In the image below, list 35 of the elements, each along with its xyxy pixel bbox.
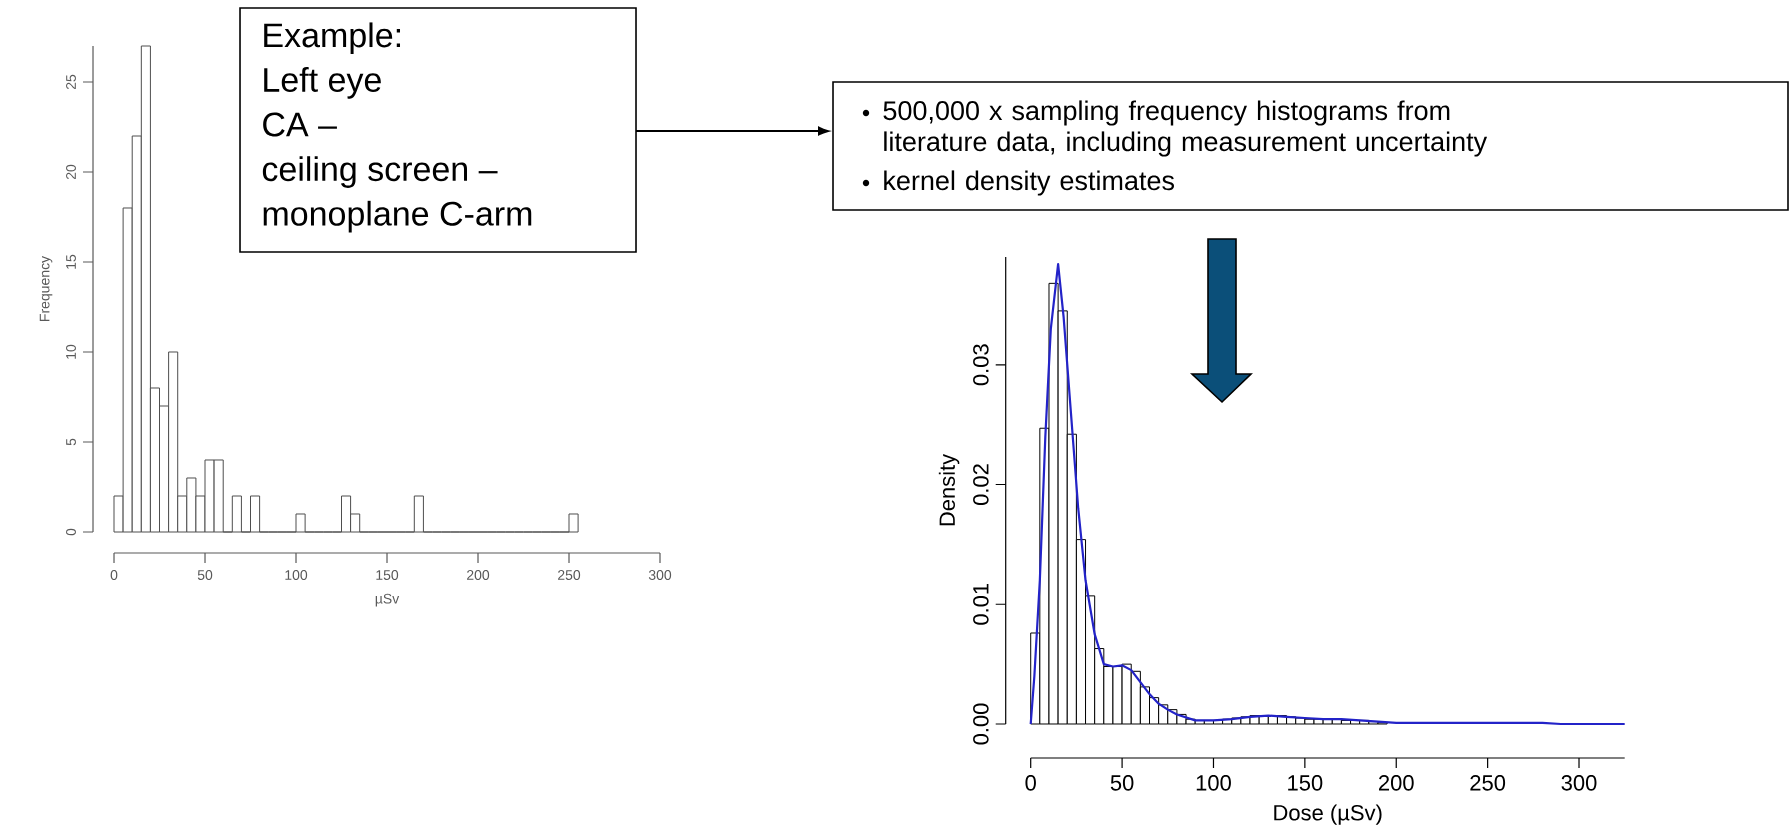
y-tick-label: 0 <box>66 528 76 536</box>
x-tick-label: 100 <box>285 570 308 581</box>
y-tick-label: 20 <box>66 164 76 180</box>
annotation: CA – <box>263 112 337 137</box>
x-tick-label: 50 <box>197 570 213 581</box>
x-tick-label: 50 <box>1110 775 1134 791</box>
y-tick-label: 0.02 <box>973 464 989 506</box>
x-tick-label: 0 <box>1025 775 1036 791</box>
x-tick-label: 300 <box>648 570 672 581</box>
annotation: Example: <box>264 22 401 55</box>
y-axis-title: Density <box>938 454 960 526</box>
x-tick-label: 200 <box>467 570 490 581</box>
x-tick-label: 300 <box>1561 775 1597 791</box>
x-tick-label: 200 <box>1378 775 1414 791</box>
annotation: monoplane C-arm <box>263 201 532 233</box>
y-axis-title: Frequency <box>39 256 53 322</box>
x-tick-label: 150 <box>1288 775 1323 791</box>
text: kernel density estimates <box>884 170 1174 196</box>
y-tick-label: 5 <box>66 438 76 446</box>
x-axis-title: Dose (µSv) <box>1274 804 1382 826</box>
x-tick-label: 250 <box>1470 775 1506 791</box>
annotation: ceiling screen – <box>262 156 498 189</box>
x-tick-label: 250 <box>558 570 581 581</box>
x-axis-title: µSv <box>375 593 400 607</box>
y-tick-label: 0.01 <box>973 584 989 626</box>
text: 500,000 x sampling frequency histograms from literature data, including measurement uncertainty <box>883 100 1488 157</box>
y-tick-label: 15 <box>66 255 76 269</box>
x-tick-label: 150 <box>376 570 399 581</box>
x-tick-label: 100 <box>1196 775 1231 791</box>
y-tick-label: 10 <box>66 344 76 359</box>
y-tick-label: 25 <box>66 75 76 90</box>
y-tick-label: 0.00 <box>973 703 989 745</box>
annotation: Left eye <box>264 67 381 99</box>
y-tick-label: 0.03 <box>973 344 989 386</box>
x-tick-label: 0 <box>110 570 118 581</box>
